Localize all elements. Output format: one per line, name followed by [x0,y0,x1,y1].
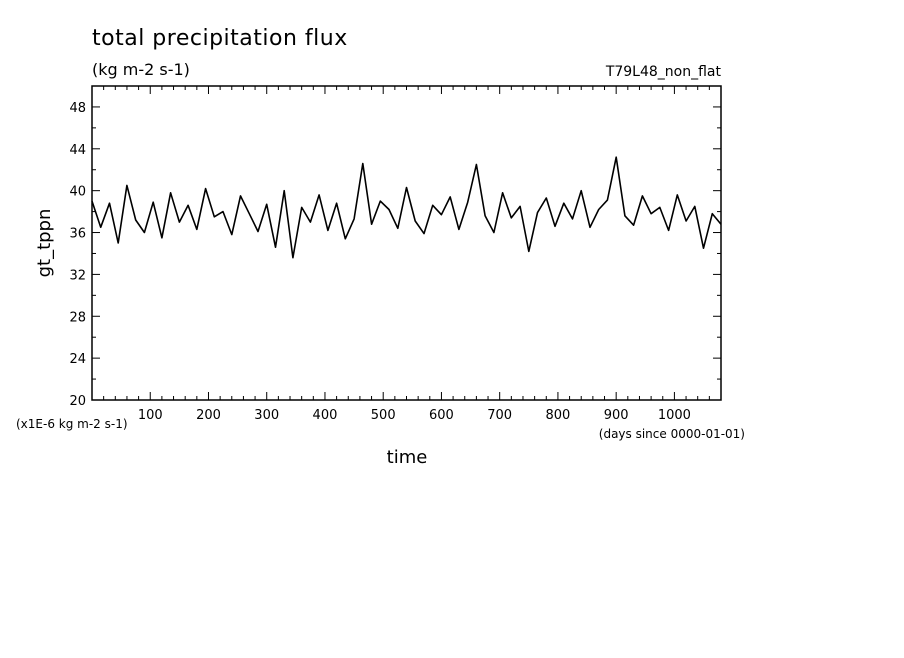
units-label: (kg m-2 s-1) [92,60,190,79]
y-tick-label: 24 [69,352,86,367]
x-tick-labels: 100 200 300 400 500 600 700 800 900 1000 [138,408,691,423]
chart-title: total precipitation flux [92,26,348,51]
y-tick-label: 28 [69,310,86,325]
x-tick-label: 200 [196,408,221,423]
x-axis-label: time [387,447,428,468]
x-tick-label: 300 [254,408,279,423]
y-tick-labels: 20 24 28 32 36 40 44 48 [69,101,86,409]
x-tick-label: 1000 [658,408,691,423]
x-tick-label: 500 [371,408,396,423]
y-tick-label: 40 [69,185,86,200]
plot-frame [91,85,722,401]
x-tick-label: 800 [546,408,571,423]
y-tick-label: 48 [69,101,86,116]
y-tick-label: 20 [69,394,86,409]
y-axis-label: gt_tppn [34,209,55,278]
x-tick-label: 600 [429,408,454,423]
y-scale-label: (x1E-6 kg m-2 s-1) [16,417,128,431]
x-tick-label: 700 [487,408,512,423]
y-tick-label: 44 [69,143,86,158]
y-tick-label: 36 [69,227,86,242]
series-line [91,156,722,259]
x-tick-label: 100 [138,408,163,423]
run-label: T79L48_non_flat [605,64,722,80]
x-tick-label: 400 [313,408,338,423]
y-tick-label: 32 [69,268,86,283]
axis-ticks [91,85,722,401]
x-units-label: (days since 0000-01-01) [599,427,745,441]
x-tick-label: 900 [604,408,629,423]
